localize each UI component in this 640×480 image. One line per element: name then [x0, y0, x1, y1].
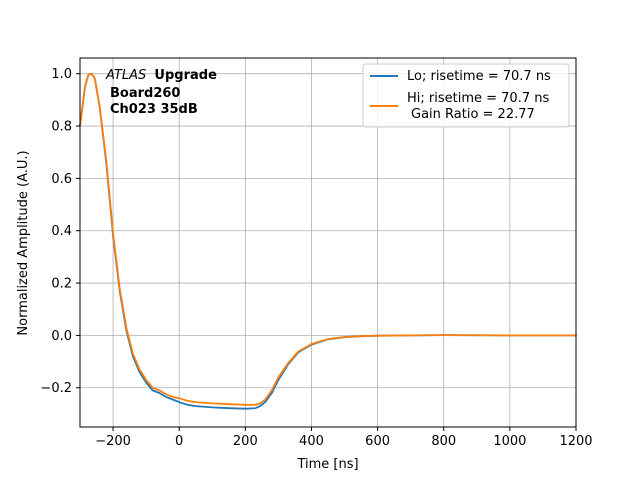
x-axis-label: Time [ns] — [296, 457, 358, 472]
legend-label-lo: Lo; risetime = 70.7 ns — [407, 69, 551, 84]
series-layer — [79, 72, 577, 410]
y-tick-label: 0.2 — [51, 277, 72, 292]
y-tick-label: 1.0 — [51, 67, 72, 82]
x-tick-label: 1200 — [559, 434, 592, 449]
y-tick-label: 0.8 — [51, 120, 72, 135]
x-tick-label: 0 — [175, 434, 183, 449]
legend-box — [362, 63, 570, 128]
annotation: ATLAS Upgrade Board260 Ch023 35dB — [105, 68, 217, 117]
annotation-upgrade: Upgrade — [154, 68, 217, 83]
y-tick-label: 0.6 — [51, 172, 72, 187]
annotation-line-3: Ch023 35dB — [110, 102, 198, 117]
y-tick-label: −0.2 — [40, 381, 72, 396]
legend-label-hi: Hi; risetime = 70.7 ns — [407, 91, 549, 106]
x-tick-label: 600 — [365, 434, 390, 449]
annotation-line-1: ATLAS Upgrade — [105, 68, 217, 83]
plot-frame — [79, 57, 577, 428]
x-tick-label: 200 — [233, 434, 258, 449]
y-tick-label: 0.4 — [51, 224, 72, 239]
series-line-hi — [79, 72, 577, 406]
y-tick-label: 0.0 — [51, 329, 72, 344]
x-tick-label: 800 — [431, 434, 456, 449]
x-tick-label: −200 — [95, 434, 131, 449]
annotation-line-2: Board260 — [110, 86, 180, 101]
legend: Lo; risetime = 70.7 ns Hi; risetime = 70… — [362, 63, 570, 128]
y-axis-label: Normalized Amplitude (A.U.) — [16, 150, 31, 335]
legend-label-hi-gain: Gain Ratio = 22.77 — [411, 107, 535, 122]
x-tick-label: 400 — [299, 434, 324, 449]
x-tick-label: 1000 — [493, 434, 526, 449]
annotation-experiment: ATLAS — [105, 68, 146, 83]
axis-ticks: −200 0 200 400 600 800 1000 1200 −0.2 0.0 0.2 0.4 0.… — [40, 67, 592, 449]
